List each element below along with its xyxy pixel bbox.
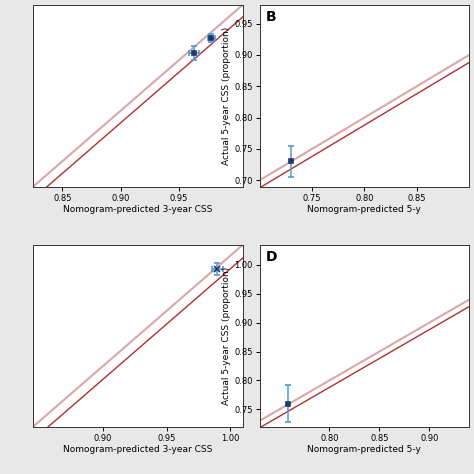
X-axis label: Nomogram-predicted 3-year CSS: Nomogram-predicted 3-year CSS: [64, 445, 213, 454]
Text: B: B: [266, 10, 276, 24]
X-axis label: Nomogram-predicted 3-year CSS: Nomogram-predicted 3-year CSS: [64, 205, 213, 214]
Y-axis label: Actual 5-year CSS (proportion): Actual 5-year CSS (proportion): [222, 266, 231, 405]
X-axis label: Nomogram-predicted 5-y: Nomogram-predicted 5-y: [308, 445, 421, 454]
Y-axis label: Actual 5-year CSS (proportion): Actual 5-year CSS (proportion): [222, 27, 231, 165]
Text: D: D: [266, 250, 277, 264]
X-axis label: Nomogram-predicted 5-y: Nomogram-predicted 5-y: [308, 205, 421, 214]
